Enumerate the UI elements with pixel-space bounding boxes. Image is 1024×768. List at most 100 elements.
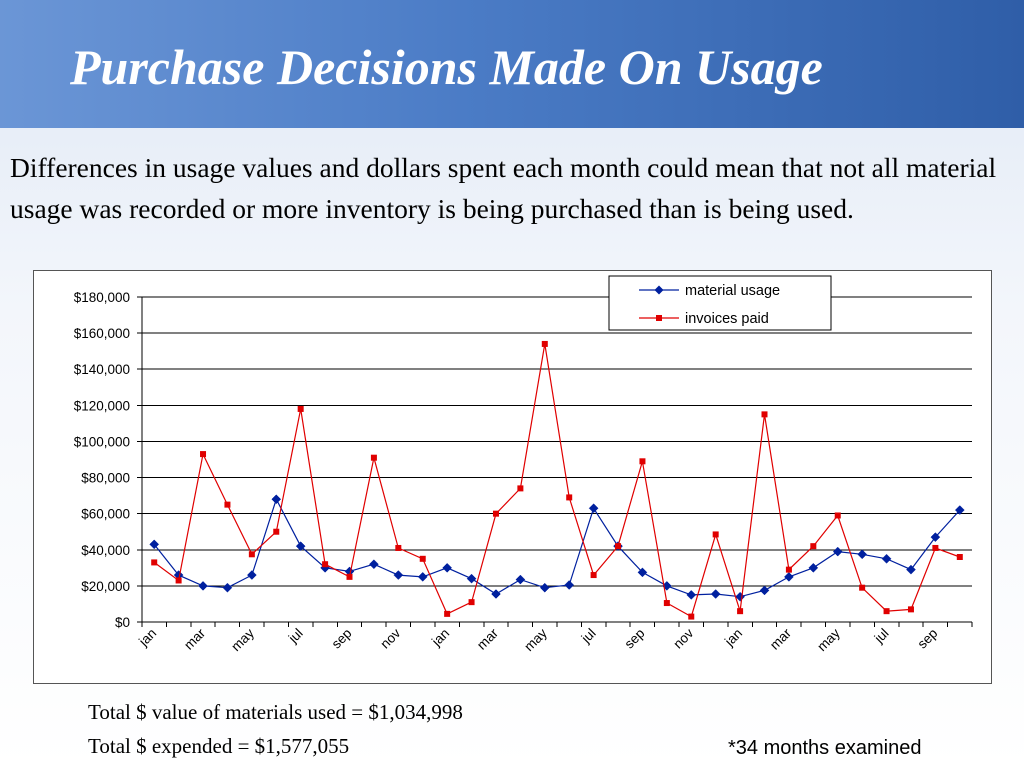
invoices-paid-point <box>883 608 890 615</box>
invoices-paid-point <box>639 458 646 465</box>
x-tick-label: sep <box>329 626 355 652</box>
invoices-paid-point <box>492 510 499 517</box>
x-tick-label: nov <box>670 625 696 651</box>
invoices-paid-point <box>712 531 719 538</box>
invoices-paid-point <box>907 606 914 613</box>
invoices-paid-point <box>346 573 353 580</box>
x-tick-label: jan <box>135 626 159 650</box>
legend-label: invoices paid <box>685 311 769 327</box>
invoices-paid-point <box>297 405 304 412</box>
slide-body-text: Differences in usage values and dollars … <box>10 152 997 224</box>
invoices-paid-point <box>810 543 817 550</box>
material-usage-point <box>515 574 526 585</box>
invoices-paid-point <box>785 566 792 573</box>
legend-marker <box>654 285 664 295</box>
x-tick-label: may <box>228 625 257 654</box>
chart-canvas: $0 $20,000 $40,000 $60,000 $80,000 $100,000 $1… <box>74 275 973 654</box>
line-chart: $0 $20,000 $40,000 $60,000 $80,000 $100,000 $1… <box>33 270 992 684</box>
material-usage-point <box>539 582 550 593</box>
invoices-paid-point <box>248 551 255 558</box>
material-usage-point <box>808 562 819 573</box>
y-tick-label: $60,000 <box>81 507 130 522</box>
x-tick-label: jul <box>871 626 892 647</box>
total-expended-text: Total $ expended = $1,577,055 <box>88 734 350 758</box>
x-tick-label: nov <box>377 625 403 651</box>
invoices-paid-point <box>151 559 158 566</box>
material-usage-point <box>442 562 453 573</box>
x-tick-label: mar <box>767 625 794 652</box>
invoices-paid-point <box>566 494 573 501</box>
invoices-paid-point <box>761 411 768 418</box>
x-tick-label: jul <box>285 626 306 647</box>
y-tick-label: $40,000 <box>81 543 130 558</box>
x-tick-label: sep <box>914 626 940 652</box>
y-tick-label: $140,000 <box>74 362 130 377</box>
invoices-paid-point <box>444 610 451 617</box>
material-usage-point <box>564 580 575 590</box>
material-usage-point <box>417 572 428 582</box>
material-usage-point <box>198 581 208 591</box>
material-usage-point <box>271 494 282 505</box>
material-usage-point <box>710 589 721 599</box>
invoices-paid-point <box>370 454 377 461</box>
invoices-paid-point <box>322 561 329 568</box>
material-usage-point <box>784 572 794 582</box>
y-tick-label: $80,000 <box>81 471 130 486</box>
invoices-paid-point <box>859 584 866 591</box>
material-usage-point <box>369 559 379 570</box>
material-usage-point <box>588 503 599 514</box>
material-usage-point <box>246 570 257 580</box>
material-usage-point <box>881 553 892 564</box>
invoices-paid-point <box>688 613 695 620</box>
x-tick-label: jan <box>428 626 452 650</box>
invoices-paid-point <box>615 543 622 550</box>
y-tick-label: $0 <box>115 615 130 630</box>
series-line-invoices-paid <box>153 343 961 618</box>
material-usage-point <box>466 573 477 584</box>
material-usage-point <box>832 546 843 557</box>
invoices-paid-point <box>956 554 963 560</box>
invoices-paid-point <box>737 608 744 615</box>
material-usage-point <box>295 541 306 552</box>
material-usage-point <box>393 570 404 580</box>
x-tick-label: jul <box>578 626 599 647</box>
material-usage-point <box>222 582 233 593</box>
x-tick-label: mar <box>181 625 208 652</box>
invoices-paid-point <box>932 544 939 551</box>
material-usage-point <box>759 585 770 596</box>
material-usage-point <box>954 505 965 515</box>
material-usage-point <box>906 564 916 575</box>
series-line-material-usage <box>153 497 961 598</box>
invoices-paid-point <box>517 485 524 492</box>
x-tick-label: may <box>521 625 550 654</box>
legend-marker <box>656 315 662 321</box>
material-usage-point <box>857 549 868 560</box>
invoices-paid-point <box>395 544 402 551</box>
invoices-paid-point <box>224 501 231 508</box>
slide-title: Purchase Decisions Made On Usage <box>70 39 823 95</box>
material-usage-point <box>149 539 160 550</box>
invoices-paid-point <box>419 555 426 562</box>
invoices-paid-point <box>273 528 280 535</box>
x-tick-label: sep <box>622 626 648 652</box>
material-usage-point <box>637 567 648 578</box>
y-tick-label: $100,000 <box>74 434 130 449</box>
material-usage-point <box>686 590 697 600</box>
x-tick-label: may <box>814 625 843 654</box>
material-usage-point <box>930 532 941 542</box>
y-tick-label: $180,000 <box>74 290 130 305</box>
invoices-paid-point <box>200 451 207 458</box>
x-tick-label: mar <box>474 625 501 652</box>
legend-label: material usage <box>685 283 780 299</box>
material-usage-point <box>491 589 501 599</box>
months-footnote: *34 months examined <box>728 737 922 759</box>
y-tick-label: $120,000 <box>74 398 130 413</box>
y-tick-label: $20,000 <box>81 579 130 594</box>
invoices-paid-point <box>834 512 841 519</box>
invoices-paid-point <box>175 577 182 584</box>
total-used-text: Total $ value of materials used = $1,034… <box>88 700 463 724</box>
invoices-paid-point <box>541 340 548 347</box>
invoices-paid-point <box>590 572 597 579</box>
x-tick-label: jan <box>721 626 745 650</box>
invoices-paid-point <box>468 599 475 606</box>
